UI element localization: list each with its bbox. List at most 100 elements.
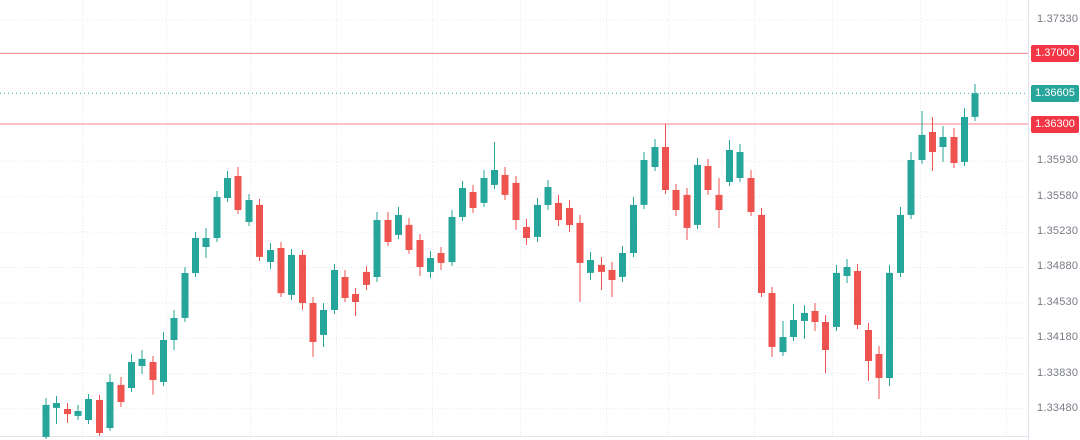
candle-body (630, 204, 637, 253)
candle-up (320, 303, 327, 347)
price-level-badge[interactable]: 1.36300 (1031, 115, 1079, 133)
candle-down (758, 208, 765, 297)
candle-body (384, 220, 392, 242)
candle-body (74, 411, 82, 416)
candle-up (726, 140, 733, 186)
candle-body (170, 318, 178, 340)
candle-down (469, 184, 477, 213)
candle-body (245, 200, 253, 222)
last-price-badge: 1.36605 (1031, 84, 1079, 102)
candle-up (224, 171, 231, 202)
candle-body (811, 311, 819, 322)
candle-up (128, 354, 135, 392)
candle-down (715, 178, 723, 228)
candle-up (192, 232, 199, 277)
price-axis-tick: 1.35930 (1037, 154, 1079, 167)
candle-body (405, 224, 413, 250)
candle-up (801, 305, 808, 339)
candle-up (544, 180, 552, 210)
candle-body (448, 217, 456, 263)
candle-body (758, 214, 765, 293)
price-axis-tick: 1.33480 (1037, 401, 1079, 414)
candle-body (331, 270, 338, 310)
candle-body (918, 134, 926, 160)
candle-body (598, 264, 605, 272)
candle-body (256, 204, 263, 257)
chart-plot-area[interactable] (0, 0, 1028, 440)
candle-down (96, 394, 103, 436)
candle-up (630, 197, 637, 257)
candle-body (395, 214, 402, 235)
candle-down (363, 266, 370, 290)
candle-body (897, 214, 904, 273)
candle-body (96, 400, 103, 433)
candle-body (790, 320, 797, 337)
candle-body (672, 190, 680, 210)
candle-down (854, 264, 861, 329)
candle-up (939, 126, 947, 162)
candle-up (85, 394, 92, 424)
candle-up (480, 170, 488, 207)
candle-body (224, 178, 231, 198)
candle-up (779, 321, 787, 356)
price-level-badge[interactable]: 1.37000 (1031, 44, 1079, 62)
candle-up (694, 158, 701, 229)
candle-body (544, 187, 552, 205)
candle-down (768, 287, 776, 357)
candle-body (309, 303, 317, 342)
candle-body (459, 188, 466, 217)
candle-down (149, 356, 157, 395)
candle-up (170, 310, 178, 350)
candle-body (128, 362, 135, 388)
candle-body (961, 117, 968, 162)
candle-down (598, 257, 605, 290)
price-axis[interactable]: 1.37330 1.35930 1.35580 1.35230 1.34880 1.345… (1028, 0, 1080, 440)
candle-body (907, 160, 915, 215)
candle-body (138, 358, 146, 366)
candle-body (106, 382, 114, 428)
price-axis-tick: 1.35230 (1037, 225, 1079, 238)
candle-body (352, 294, 359, 302)
candle-down (672, 183, 680, 216)
candle-down (341, 270, 349, 302)
candle-up (373, 212, 381, 282)
candle-down (523, 219, 530, 245)
candle-body (491, 170, 498, 185)
candle-down (566, 200, 573, 232)
candle-up (587, 252, 594, 280)
candle-body (181, 273, 189, 318)
candle-body (53, 403, 60, 408)
candle-body (267, 250, 274, 262)
candle-down (555, 194, 562, 226)
candle-body (288, 254, 295, 295)
candle-down (608, 262, 616, 297)
candle-down (64, 403, 71, 423)
candle-body (480, 178, 488, 203)
candle-body (694, 164, 701, 225)
candle-body (160, 340, 167, 382)
candle-body (619, 253, 626, 277)
candle-body (939, 137, 947, 147)
candle-body (971, 93, 979, 117)
candle-down (875, 346, 883, 399)
candle-up (790, 304, 797, 341)
candle-up (918, 111, 926, 164)
candle-up (213, 191, 221, 242)
candle-body (726, 150, 733, 182)
candle-body (192, 238, 199, 274)
candle-body (341, 277, 349, 298)
candle-down (822, 315, 829, 373)
candle-down (405, 218, 413, 254)
candle-down (352, 288, 359, 316)
candle-up (971, 84, 979, 121)
candle-up (288, 249, 295, 300)
candle-up (534, 198, 541, 242)
candle-up (736, 144, 744, 182)
candle-body (704, 166, 712, 190)
candle-up (640, 152, 648, 209)
candlestick-chart[interactable] (0, 0, 1028, 440)
candle-body (865, 330, 872, 361)
candle-body (587, 260, 594, 273)
price-axis-tick: 1.33830 (1037, 366, 1079, 379)
candle-body (149, 362, 157, 380)
